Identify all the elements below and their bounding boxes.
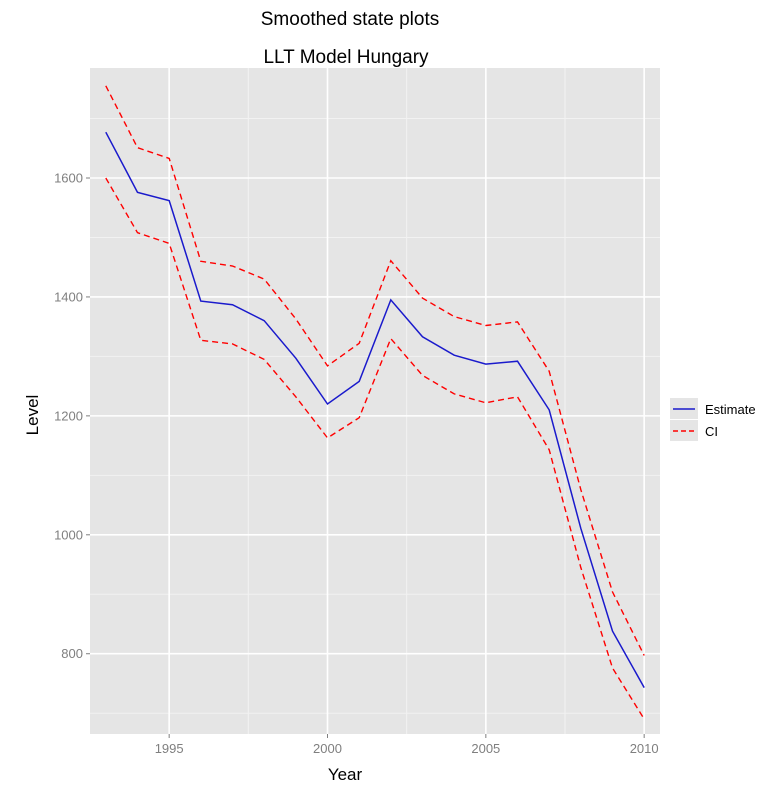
chart-title: Smoothed state plots [261,9,440,30]
y-tick-label: 1200 [54,408,83,423]
x-axis-title: Year [328,765,363,784]
series-line-estimate-0 [105,131,645,688]
plot-panel [90,68,660,734]
x-tick-label: 2010 [630,741,659,756]
y-tick-label: 1600 [54,171,83,186]
x-tick-label: 2005 [471,741,500,756]
chart-subtitle: LLT Model Hungary [263,47,429,68]
y-axis-title: Level [23,395,42,436]
series-line-ci-2 [105,177,645,720]
y-tick-label: 1400 [54,289,83,304]
y-tick-label: 1000 [54,527,83,542]
y-tick-label: 800 [61,646,83,661]
x-tick-label: 1995 [155,741,184,756]
legend-label-ci: CI [705,424,718,439]
y-axis: 800 1000 1200 1400 1600 [54,171,90,661]
series-line-ci-1 [105,85,645,656]
grid-minor [90,68,660,734]
series-layer [105,85,645,720]
x-tick-label: 2000 [313,741,342,756]
grid-major [90,68,660,734]
legend-label-estimate: Estimate [705,402,756,417]
x-axis: 1995 2000 2005 2010 [155,734,659,756]
legend: Estimate CI [670,398,756,441]
